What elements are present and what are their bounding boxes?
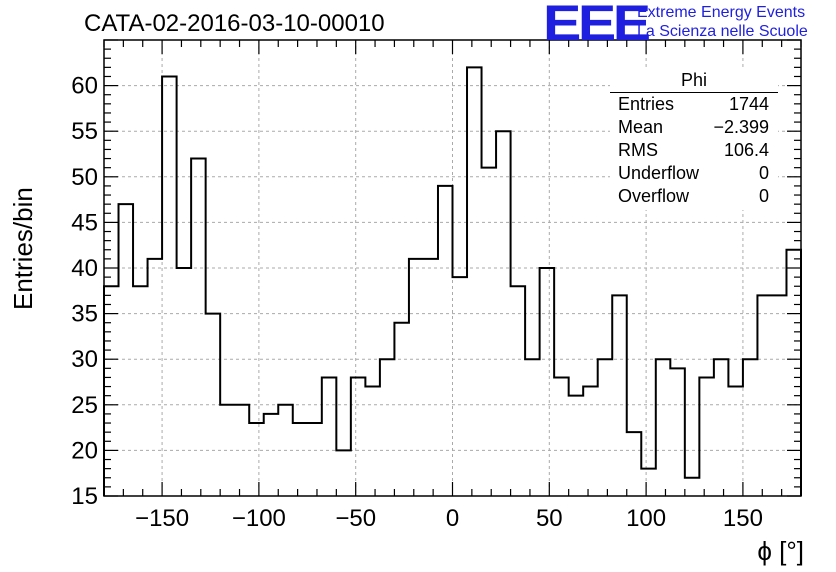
stats-label: Entries xyxy=(618,94,675,114)
axis-ticks xyxy=(103,39,802,497)
y-tick-label: 60 xyxy=(71,73,98,100)
x-tick-labels: −150 −100 −50 0 50 100 150 xyxy=(135,505,763,532)
y-tick-label: 30 xyxy=(71,346,98,373)
x-tick-label: −150 xyxy=(135,505,189,532)
eee-subtitle: Extreme Energy Events La Scienza nelle S… xyxy=(637,3,808,41)
stats-row-mean: Mean −2.399 xyxy=(610,116,778,139)
stats-value: 106.4 xyxy=(723,140,769,160)
x-tick-label: 150 xyxy=(723,505,763,532)
x-tick-label: 50 xyxy=(536,505,563,532)
stats-value: 0 xyxy=(758,186,769,206)
histogram-line xyxy=(103,66,802,496)
y-tick-label: 55 xyxy=(71,118,98,145)
y-tick-label: 20 xyxy=(71,437,98,464)
stats-label: RMS xyxy=(618,140,658,160)
y-tick-label: 45 xyxy=(71,209,98,236)
stats-value: 0 xyxy=(758,163,769,183)
x-axis-label: ϕ [°] xyxy=(757,536,804,566)
x-tick-label: −50 xyxy=(335,505,376,532)
chart-title: CATA-02-2016-03-10-00010 xyxy=(84,10,385,37)
x-tick-label: 100 xyxy=(626,505,666,532)
stats-value: 1744 xyxy=(728,94,769,114)
y-tick-label: 50 xyxy=(71,164,98,191)
x-tick-label: 0 xyxy=(446,505,459,532)
x-tick-label: −100 xyxy=(232,505,286,532)
y-tick-label: 25 xyxy=(71,392,98,419)
y-tick-label: 40 xyxy=(71,255,98,282)
y-tick-label: 15 xyxy=(71,483,98,510)
stats-row-entries: Entries 1744 xyxy=(610,93,778,116)
stats-label: Mean xyxy=(618,117,664,137)
eee-line2: La Scienza nelle Scuole xyxy=(637,23,808,40)
stats-label: Overflow xyxy=(618,186,690,206)
stats-label: Underflow xyxy=(618,163,700,183)
y-axis-label: Entries/bin xyxy=(8,187,38,310)
stats-row-rms: RMS 106.4 xyxy=(610,139,778,162)
y-tick-labels: 15 20 25 30 35 40 45 50 55 60 xyxy=(71,73,98,510)
stats-row-overflow: Overflow 0 xyxy=(610,185,778,208)
stats-row-underflow: Underflow 0 xyxy=(610,162,778,185)
eee-line1: Extreme Energy Events xyxy=(637,4,806,21)
stats-value: −2.399 xyxy=(713,117,769,137)
y-tick-label: 35 xyxy=(71,301,98,328)
stats-title: Phi xyxy=(610,70,778,93)
eee-logo: EEE xyxy=(543,0,651,51)
stats-box: Phi Entries 1744 Mean −2.399 RMS 106.4 U… xyxy=(610,70,778,210)
